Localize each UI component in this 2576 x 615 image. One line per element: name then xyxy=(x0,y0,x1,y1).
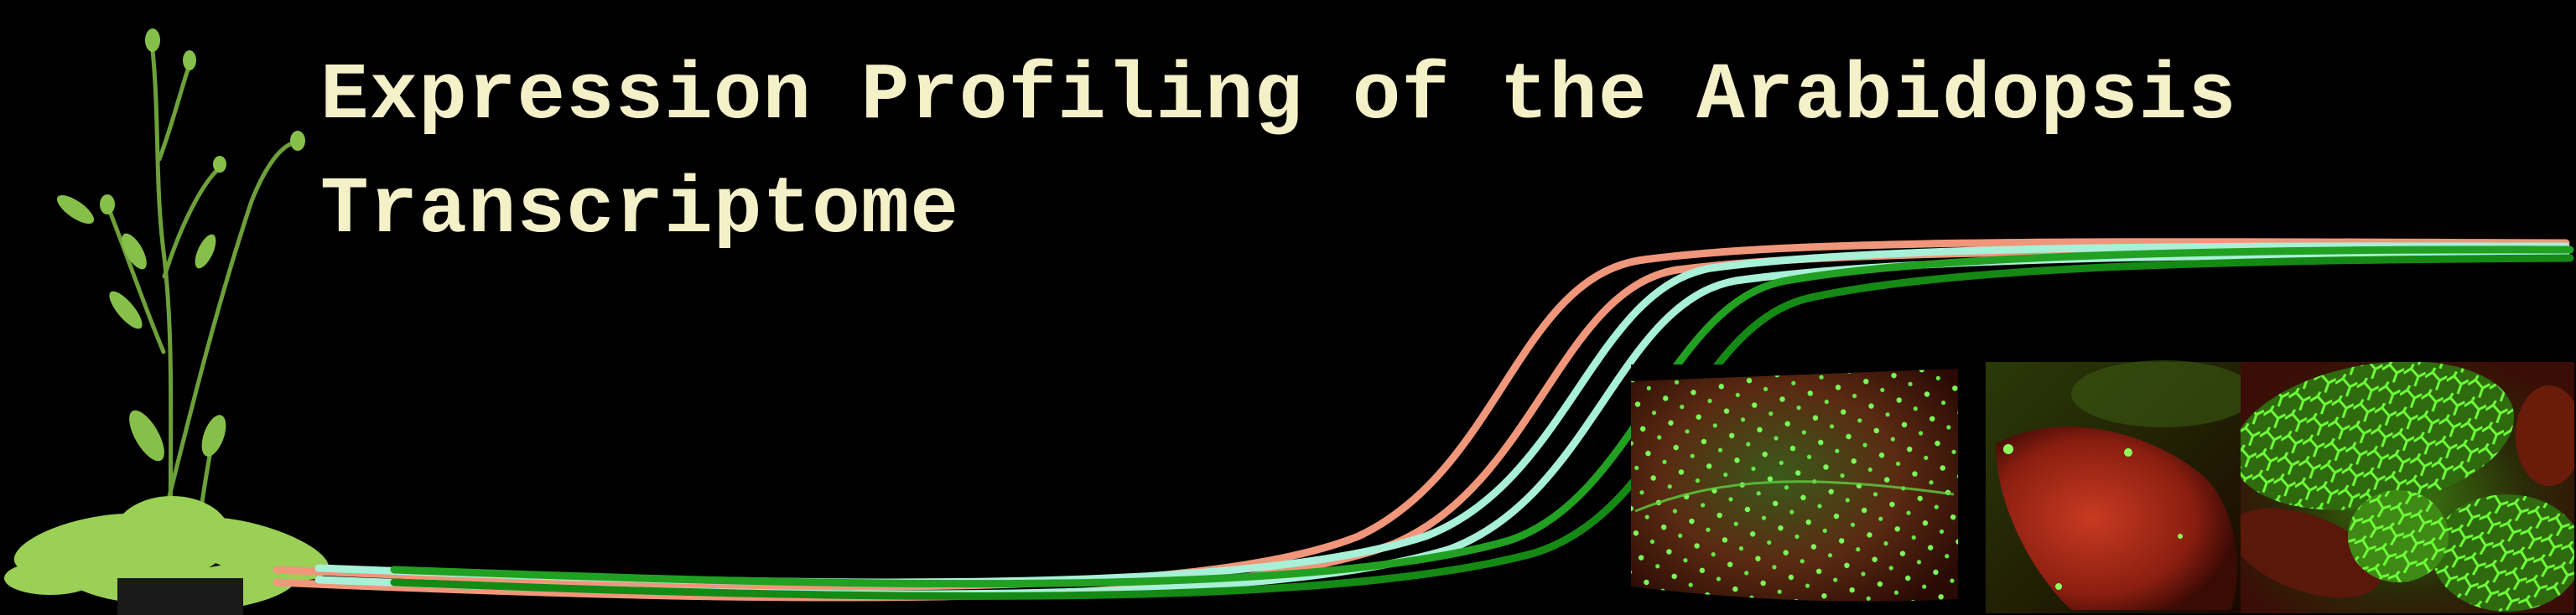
flowing-curves xyxy=(273,238,2574,602)
leaf-gfp-trichomes-photo xyxy=(1631,364,1962,612)
red-leaf-gfp-photo xyxy=(1986,360,2256,613)
arabidopsis-plant-photo xyxy=(0,0,352,615)
page-title-line-1: Expression Profiling of the Arabidopsis xyxy=(320,50,2237,142)
page-title-line-2: Transcriptome xyxy=(320,164,959,256)
seedling-gfp-photo xyxy=(2241,362,2574,613)
